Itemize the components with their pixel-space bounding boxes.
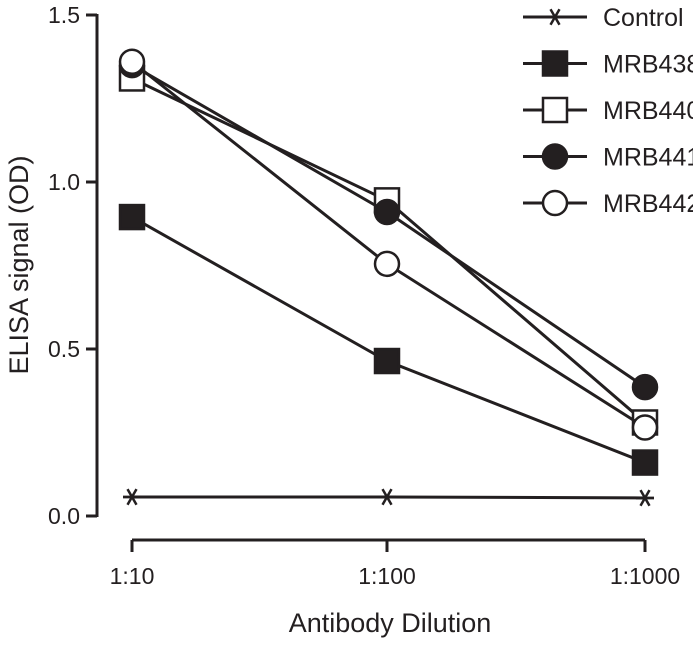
x-tick-label: 1:1000 bbox=[610, 563, 680, 589]
y-tick-label: 0.0 bbox=[48, 503, 80, 529]
data-point bbox=[373, 347, 401, 375]
data-point bbox=[123, 488, 141, 506]
legend-label: MRB441 bbox=[603, 144, 693, 172]
x-axis-label: Antibody Dilution bbox=[289, 608, 492, 638]
data-point bbox=[378, 488, 396, 506]
legend-marker bbox=[541, 50, 569, 77]
axes: 0.0 0.5 1.0 1.5 1:10 1:100 1:1000 bbox=[48, 2, 680, 589]
legend-item: MRB438 bbox=[523, 50, 693, 79]
legend-item: MRB442 bbox=[523, 189, 693, 218]
series-mrb440 bbox=[118, 65, 659, 436]
data-point bbox=[636, 489, 654, 507]
legend-item: MRB440 bbox=[523, 96, 693, 125]
data-point bbox=[631, 449, 659, 476]
legend-label: MRB442 bbox=[603, 190, 693, 218]
y-axis-label: ELISA signal (OD) bbox=[4, 155, 34, 374]
x-tick-label: 1:100 bbox=[358, 563, 416, 589]
data-point bbox=[631, 414, 659, 441]
data-point bbox=[373, 250, 401, 278]
legend: Control MRB438 MRB440 MRB441 MRB442 bbox=[523, 4, 693, 218]
legend-marker bbox=[546, 8, 564, 26]
legend-label: Control bbox=[603, 4, 684, 32]
series-control bbox=[123, 488, 654, 507]
legend-label: MRB438 bbox=[603, 51, 693, 79]
y-tick-label: 1.5 bbox=[48, 2, 80, 28]
data-point bbox=[118, 48, 146, 76]
legend-marker bbox=[541, 96, 569, 124]
series-mrb441 bbox=[118, 51, 659, 401]
data-point bbox=[631, 373, 659, 401]
legend-label: MRB440 bbox=[603, 97, 693, 125]
y-tick-label: 1.0 bbox=[48, 169, 80, 195]
series-mrb438 bbox=[118, 203, 659, 476]
series-mrb442 bbox=[118, 48, 659, 441]
legend-marker bbox=[541, 143, 569, 170]
y-tick-label: 0.5 bbox=[48, 336, 80, 362]
legend-marker bbox=[541, 189, 569, 217]
legend-item: MRB441 bbox=[523, 143, 693, 172]
x-tick-label: 1:10 bbox=[110, 563, 155, 589]
series-group bbox=[118, 48, 659, 507]
legend-item: Control bbox=[523, 4, 684, 32]
data-point bbox=[118, 203, 146, 231]
data-point bbox=[373, 198, 401, 226]
